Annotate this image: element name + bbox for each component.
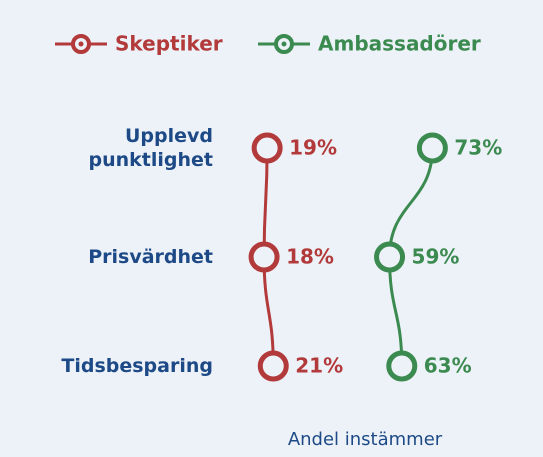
legend-dot — [78, 41, 84, 47]
value-label: 21% — [295, 354, 343, 378]
legend-label: Skeptiker — [115, 32, 223, 56]
value-label: 59% — [412, 245, 460, 269]
point — [248, 241, 280, 273]
value-label: 73% — [454, 136, 502, 160]
point — [416, 132, 448, 164]
point — [257, 350, 289, 382]
value-label: 19% — [289, 136, 337, 160]
x-axis-label: Andel instämmer — [288, 429, 443, 450]
point — [386, 350, 418, 382]
category-label: Upplevd punktlighet — [88, 125, 214, 171]
legend-label: Ambassadörer — [318, 32, 481, 56]
point — [251, 132, 283, 164]
value-label: 63% — [424, 354, 472, 378]
value-label: 18% — [286, 245, 334, 269]
category-label: Tidsbesparing — [61, 355, 213, 377]
point — [374, 241, 406, 273]
category-label: Prisvärdhet — [88, 246, 213, 268]
legend-dot — [281, 41, 287, 47]
